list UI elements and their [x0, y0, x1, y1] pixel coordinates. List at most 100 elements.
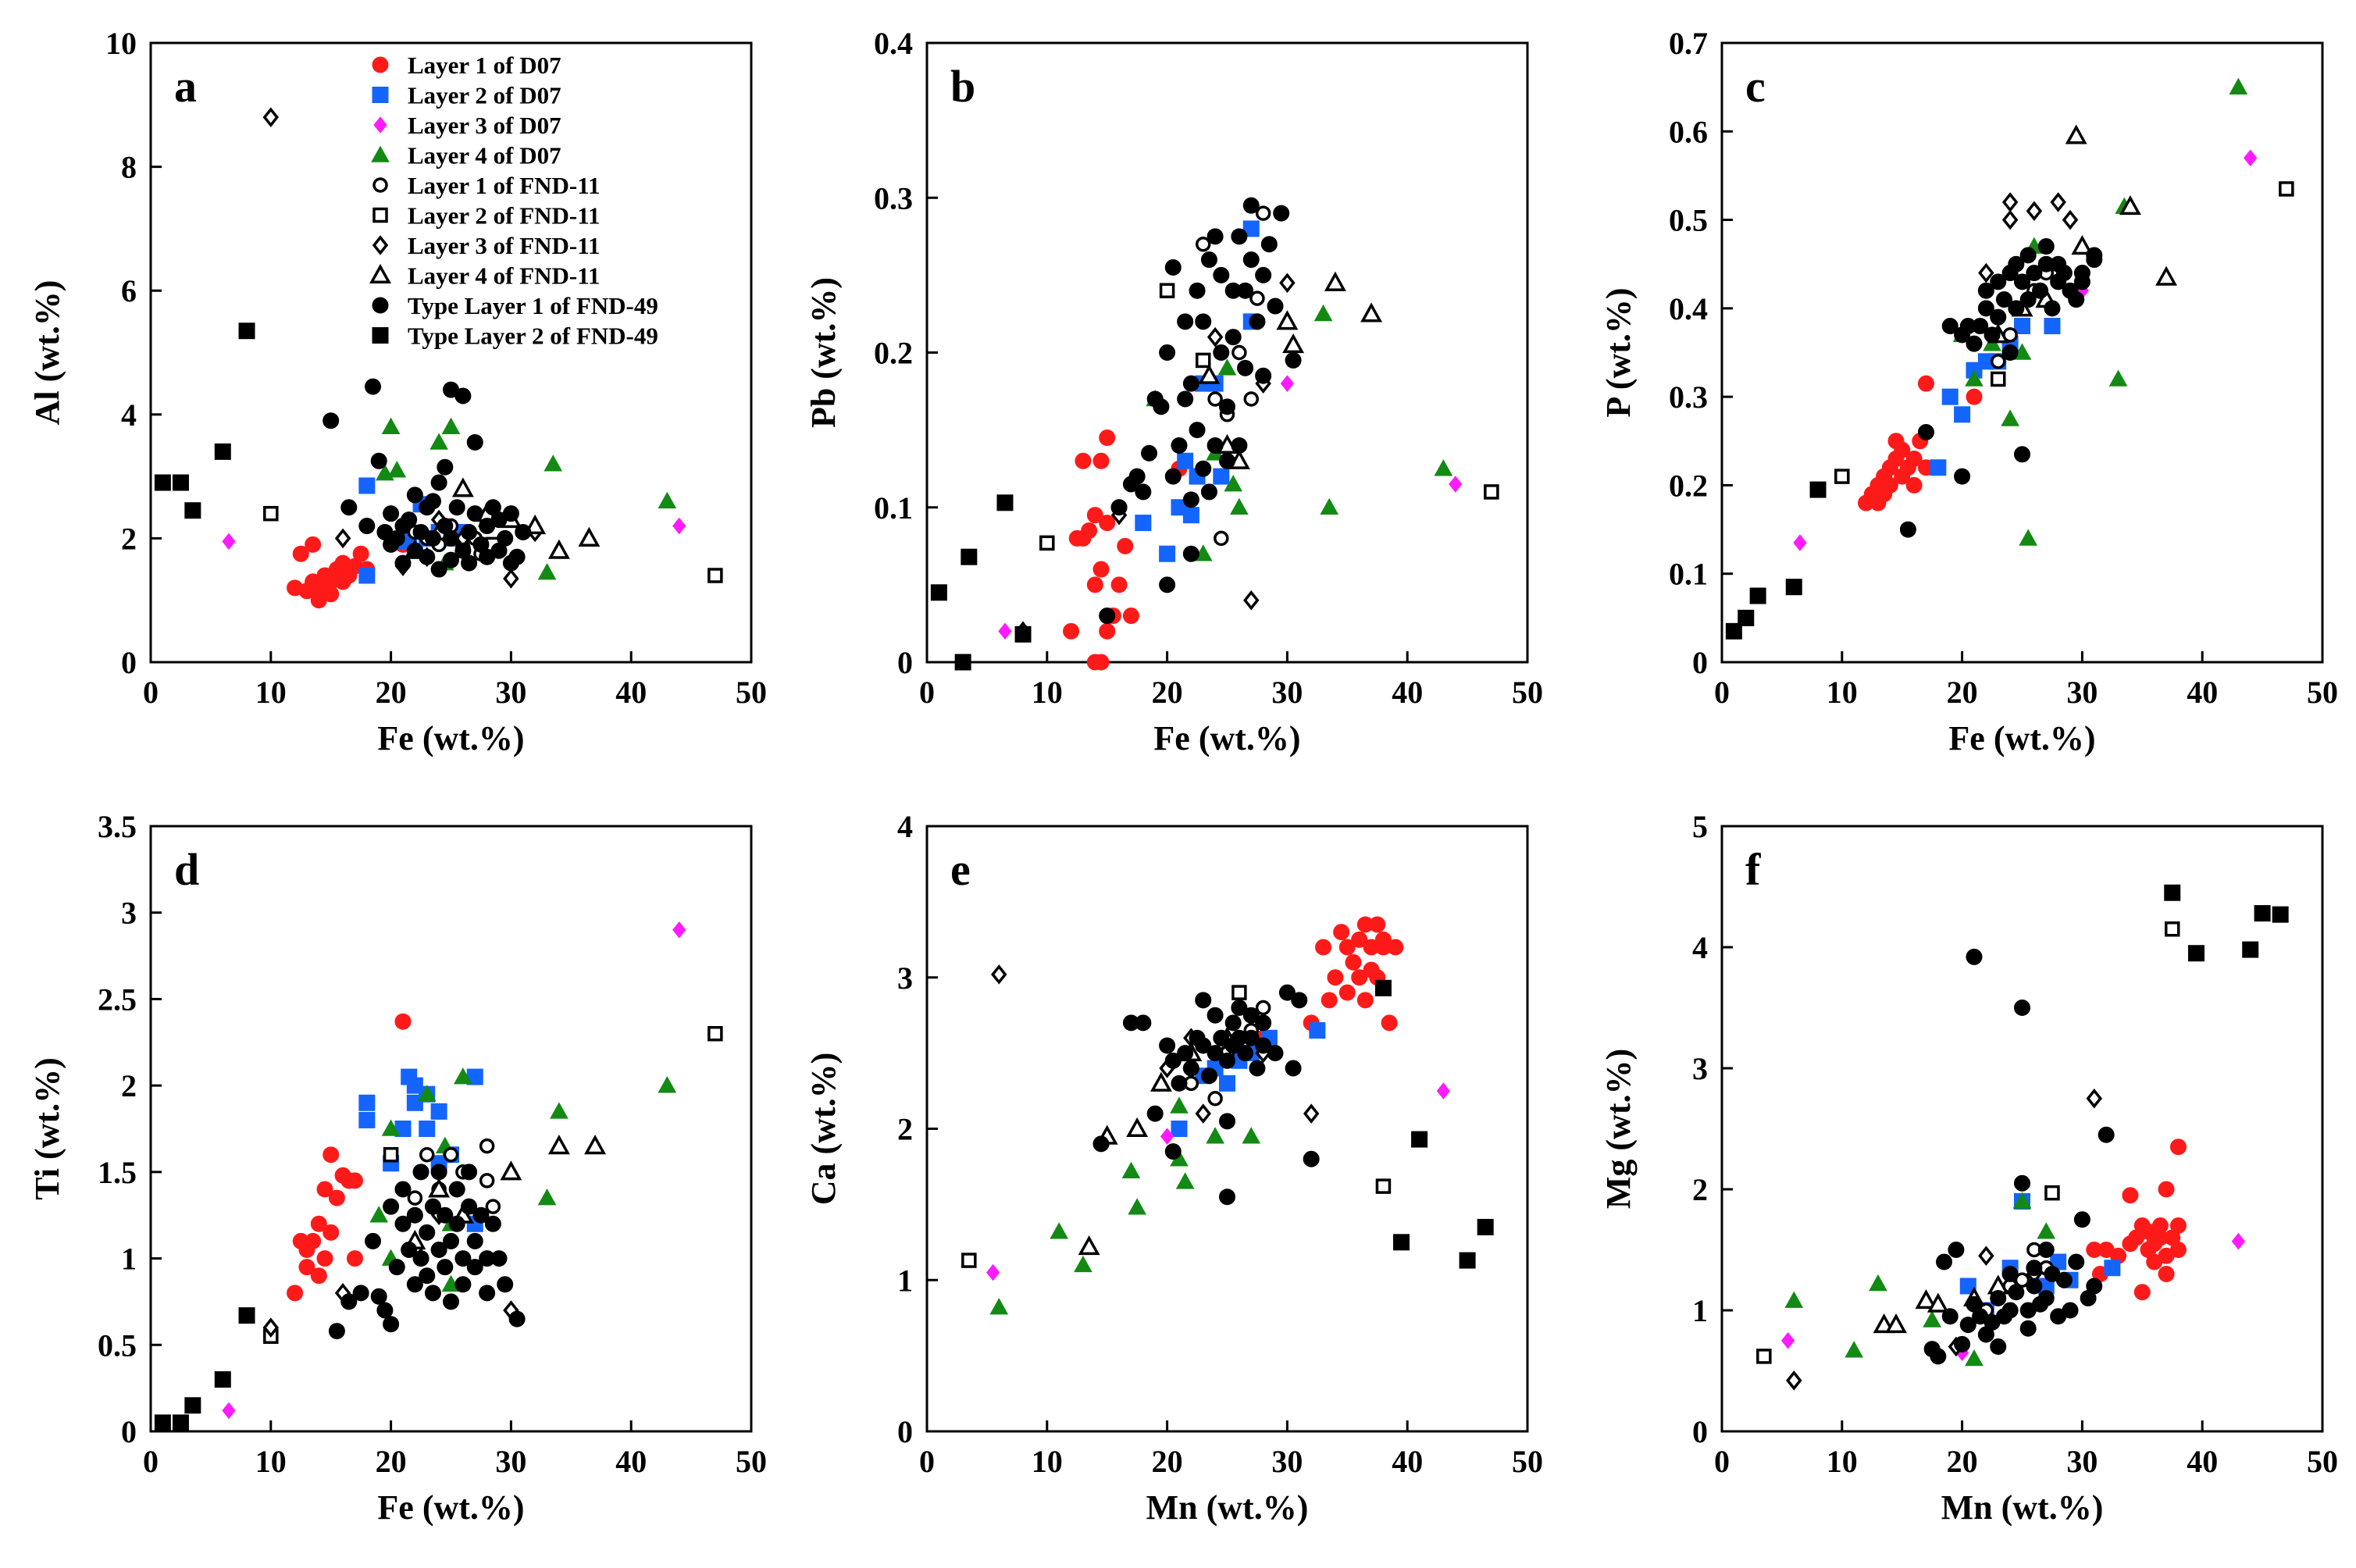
data-point: [1321, 992, 1338, 1009]
data-point: [508, 548, 526, 565]
plot-frame: [149, 41, 753, 664]
data-point: [986, 1263, 1000, 1281]
data-point: [2026, 1278, 2043, 1295]
data-point: [1927, 1292, 1949, 1313]
data-point: [2122, 1187, 2139, 1204]
data-point: [2065, 124, 2087, 144]
data-point: [383, 1316, 400, 1333]
y-tick-label: 4: [897, 809, 913, 844]
data-point: [1092, 654, 1110, 671]
data-point: [419, 548, 436, 565]
data-point: [1315, 939, 1332, 956]
y-tick-label: 0.4: [1669, 291, 1708, 326]
data-point: [547, 539, 570, 559]
data-point: [238, 1307, 255, 1324]
data-point: [1990, 308, 2007, 326]
data-point: [1267, 298, 1284, 315]
x-tick-label: 40: [1392, 675, 1423, 710]
data-point: [1214, 530, 1229, 547]
data-point: [1231, 228, 1248, 245]
y-tick-label: 3: [121, 896, 137, 931]
data-point: [672, 517, 686, 535]
data-point: [262, 107, 280, 127]
data-point: [508, 1310, 526, 1327]
data-point: [1954, 468, 1971, 485]
data-point: [1213, 344, 1230, 361]
data-point: [1990, 371, 2006, 387]
data-point: [340, 1293, 358, 1310]
legend-label: Type Layer 2 of FND-49: [408, 323, 658, 350]
data-point: [2037, 1222, 2056, 1239]
data-point: [2068, 1253, 2085, 1270]
data-point: [1282, 333, 1305, 354]
data-point: [1219, 1074, 1235, 1092]
data-point: [1195, 313, 1212, 330]
data-point: [1374, 979, 1392, 996]
data-point: [1749, 587, 1766, 604]
data-point: [383, 1198, 400, 1215]
data-point: [1459, 1252, 1476, 1269]
data-point: [2014, 1000, 2030, 1016]
data-point: [1449, 476, 1463, 493]
panel-d: 0 10 20 30 40 50 0 0.5 1 1.5 2 2.5 3 3.5 Fe (wt.%) Ti (…: [28, 809, 767, 1527]
y-axis-label: Ca (wt.%): [804, 1053, 843, 1206]
data-point: [1149, 1071, 1172, 1092]
legend-marker: [372, 207, 388, 223]
data-point: [1128, 468, 1146, 485]
data-point: [2272, 906, 2289, 923]
data-point: [358, 1111, 376, 1128]
y-tick-label: 0.1: [1669, 557, 1708, 592]
data-point: [2086, 1278, 2103, 1295]
data-point: [2279, 181, 2294, 197]
y-tick-label: 0: [121, 645, 137, 680]
series-T1_FND49: [328, 1164, 526, 1340]
data-point: [381, 1119, 401, 1136]
y-tick-label: 2: [121, 521, 137, 556]
data-point: [2169, 1217, 2187, 1234]
data-point: [1160, 1128, 1174, 1145]
data-point: [1200, 483, 1217, 501]
data-point: [472, 1206, 490, 1224]
data-point: [1219, 1113, 1235, 1130]
data-point: [430, 1164, 447, 1181]
data-point: [1092, 452, 1110, 469]
data-point: [930, 584, 947, 601]
data-point: [1917, 423, 1934, 440]
data-point: [2073, 1211, 2090, 1228]
data-point: [578, 526, 601, 547]
data-point: [1966, 948, 1983, 965]
data-point: [2044, 318, 2061, 335]
y-tick-label: 5: [1692, 809, 1708, 844]
data-point: [547, 1135, 570, 1155]
data-point: [1141, 444, 1158, 461]
data-point: [1786, 1370, 1802, 1391]
x-tick-label: 10: [255, 675, 287, 710]
data-point: [323, 1224, 340, 1241]
data-point: [708, 568, 723, 583]
data-point: [1177, 1045, 1194, 1062]
data-point: [352, 1285, 369, 1302]
data-point: [544, 454, 563, 472]
data-point: [334, 528, 351, 549]
data-point: [1484, 484, 1499, 500]
series-L1_FND11: [1978, 1242, 2055, 1318]
series-T1_FND49: [1092, 984, 1320, 1206]
data-point: [172, 1414, 189, 1431]
data-point: [406, 1206, 423, 1224]
y-tick-label: 8: [121, 150, 137, 185]
data-point: [1207, 1007, 1224, 1024]
data-point: [461, 554, 478, 572]
data-point: [1242, 197, 1260, 214]
data-point: [484, 1215, 501, 1232]
data-point: [1164, 1143, 1182, 1160]
data-point: [1917, 375, 1934, 392]
data-point: [305, 536, 322, 553]
y-tick-label: 0: [897, 645, 913, 680]
data-point: [2014, 273, 2030, 290]
data-point: [1182, 507, 1199, 524]
x-tick-label: 30: [2066, 1444, 2098, 1479]
data-point: [1966, 388, 1983, 405]
data-point: [1255, 266, 1272, 283]
legend-label: Type Layer 1 of FND-49: [408, 292, 658, 319]
series-T2_FND49: [154, 1307, 255, 1431]
